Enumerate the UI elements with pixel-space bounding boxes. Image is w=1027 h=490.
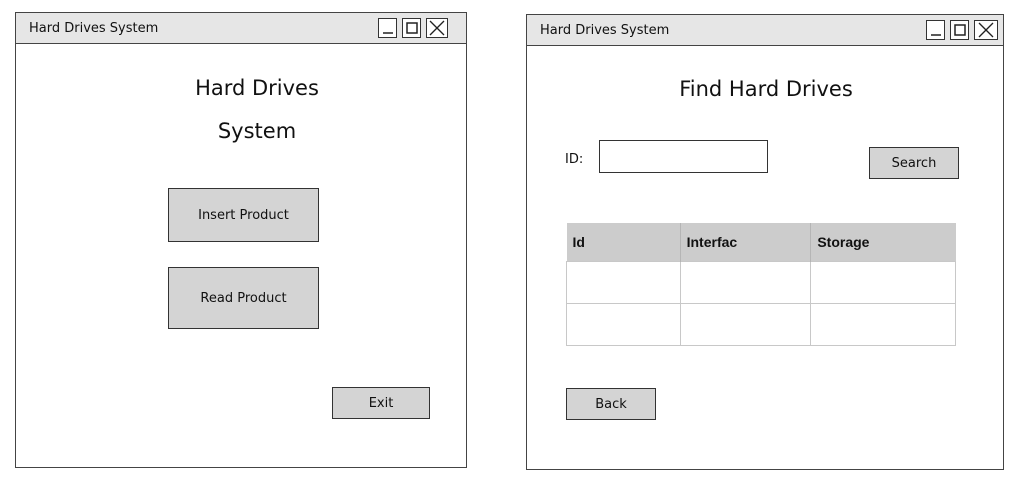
- maximize-button[interactable]: [402, 18, 421, 38]
- find-window: Hard Drives System Find Hard Drives ID: …: [526, 14, 1004, 470]
- title-bar[interactable]: Hard Drives System: [527, 15, 1003, 46]
- maximize-button[interactable]: [950, 20, 969, 40]
- close-icon: [978, 22, 994, 38]
- table-row[interactable]: [566, 260, 956, 304]
- table-cell[interactable]: [566, 302, 681, 346]
- results-table: Id Interfac Storage: [566, 223, 956, 346]
- window-title: Hard Drives System: [540, 23, 670, 38]
- close-button[interactable]: [426, 18, 448, 38]
- exit-label: Exit: [368, 395, 394, 411]
- minimize-button[interactable]: [378, 18, 397, 38]
- page-title: Find Hard Drives: [679, 77, 853, 101]
- table-cell[interactable]: [810, 302, 956, 346]
- back-button[interactable]: Back: [566, 388, 656, 420]
- table-row[interactable]: [566, 302, 956, 346]
- search-button[interactable]: Search: [869, 147, 959, 179]
- read-product-label: Read Product: [200, 290, 287, 306]
- read-product-button[interactable]: Read Product: [168, 267, 319, 329]
- minimize-icon: [930, 34, 941, 36]
- title-bar[interactable]: Hard Drives System: [16, 13, 466, 44]
- table-cell[interactable]: [810, 260, 956, 304]
- minimize-button[interactable]: [926, 20, 945, 40]
- id-label: ID:: [565, 152, 584, 167]
- window-title: Hard Drives System: [29, 21, 159, 36]
- search-label: Search: [891, 155, 937, 171]
- column-header-interface[interactable]: Interfac: [680, 223, 812, 261]
- back-label: Back: [595, 396, 627, 412]
- page-title-line1: Hard Drives: [195, 76, 319, 100]
- column-header-storage[interactable]: Storage: [810, 223, 956, 261]
- maximize-icon: [953, 24, 966, 36]
- table-cell[interactable]: [679, 302, 812, 346]
- table-cell[interactable]: [566, 260, 681, 304]
- id-input[interactable]: [599, 140, 768, 173]
- column-header-id[interactable]: Id: [566, 223, 681, 261]
- insert-product-label: Insert Product: [198, 207, 289, 223]
- close-icon: [429, 20, 445, 36]
- maximize-icon: [405, 22, 418, 34]
- table-header-row: Id Interfac Storage: [566, 223, 956, 261]
- insert-product-button[interactable]: Insert Product: [168, 188, 319, 242]
- exit-button[interactable]: Exit: [332, 387, 430, 419]
- minimize-icon: [382, 32, 393, 34]
- close-button[interactable]: [974, 20, 998, 40]
- table-cell[interactable]: [679, 260, 812, 304]
- main-window: Hard Drives System Hard Drives System In…: [15, 12, 467, 468]
- page-title-line2: System: [217, 119, 297, 143]
